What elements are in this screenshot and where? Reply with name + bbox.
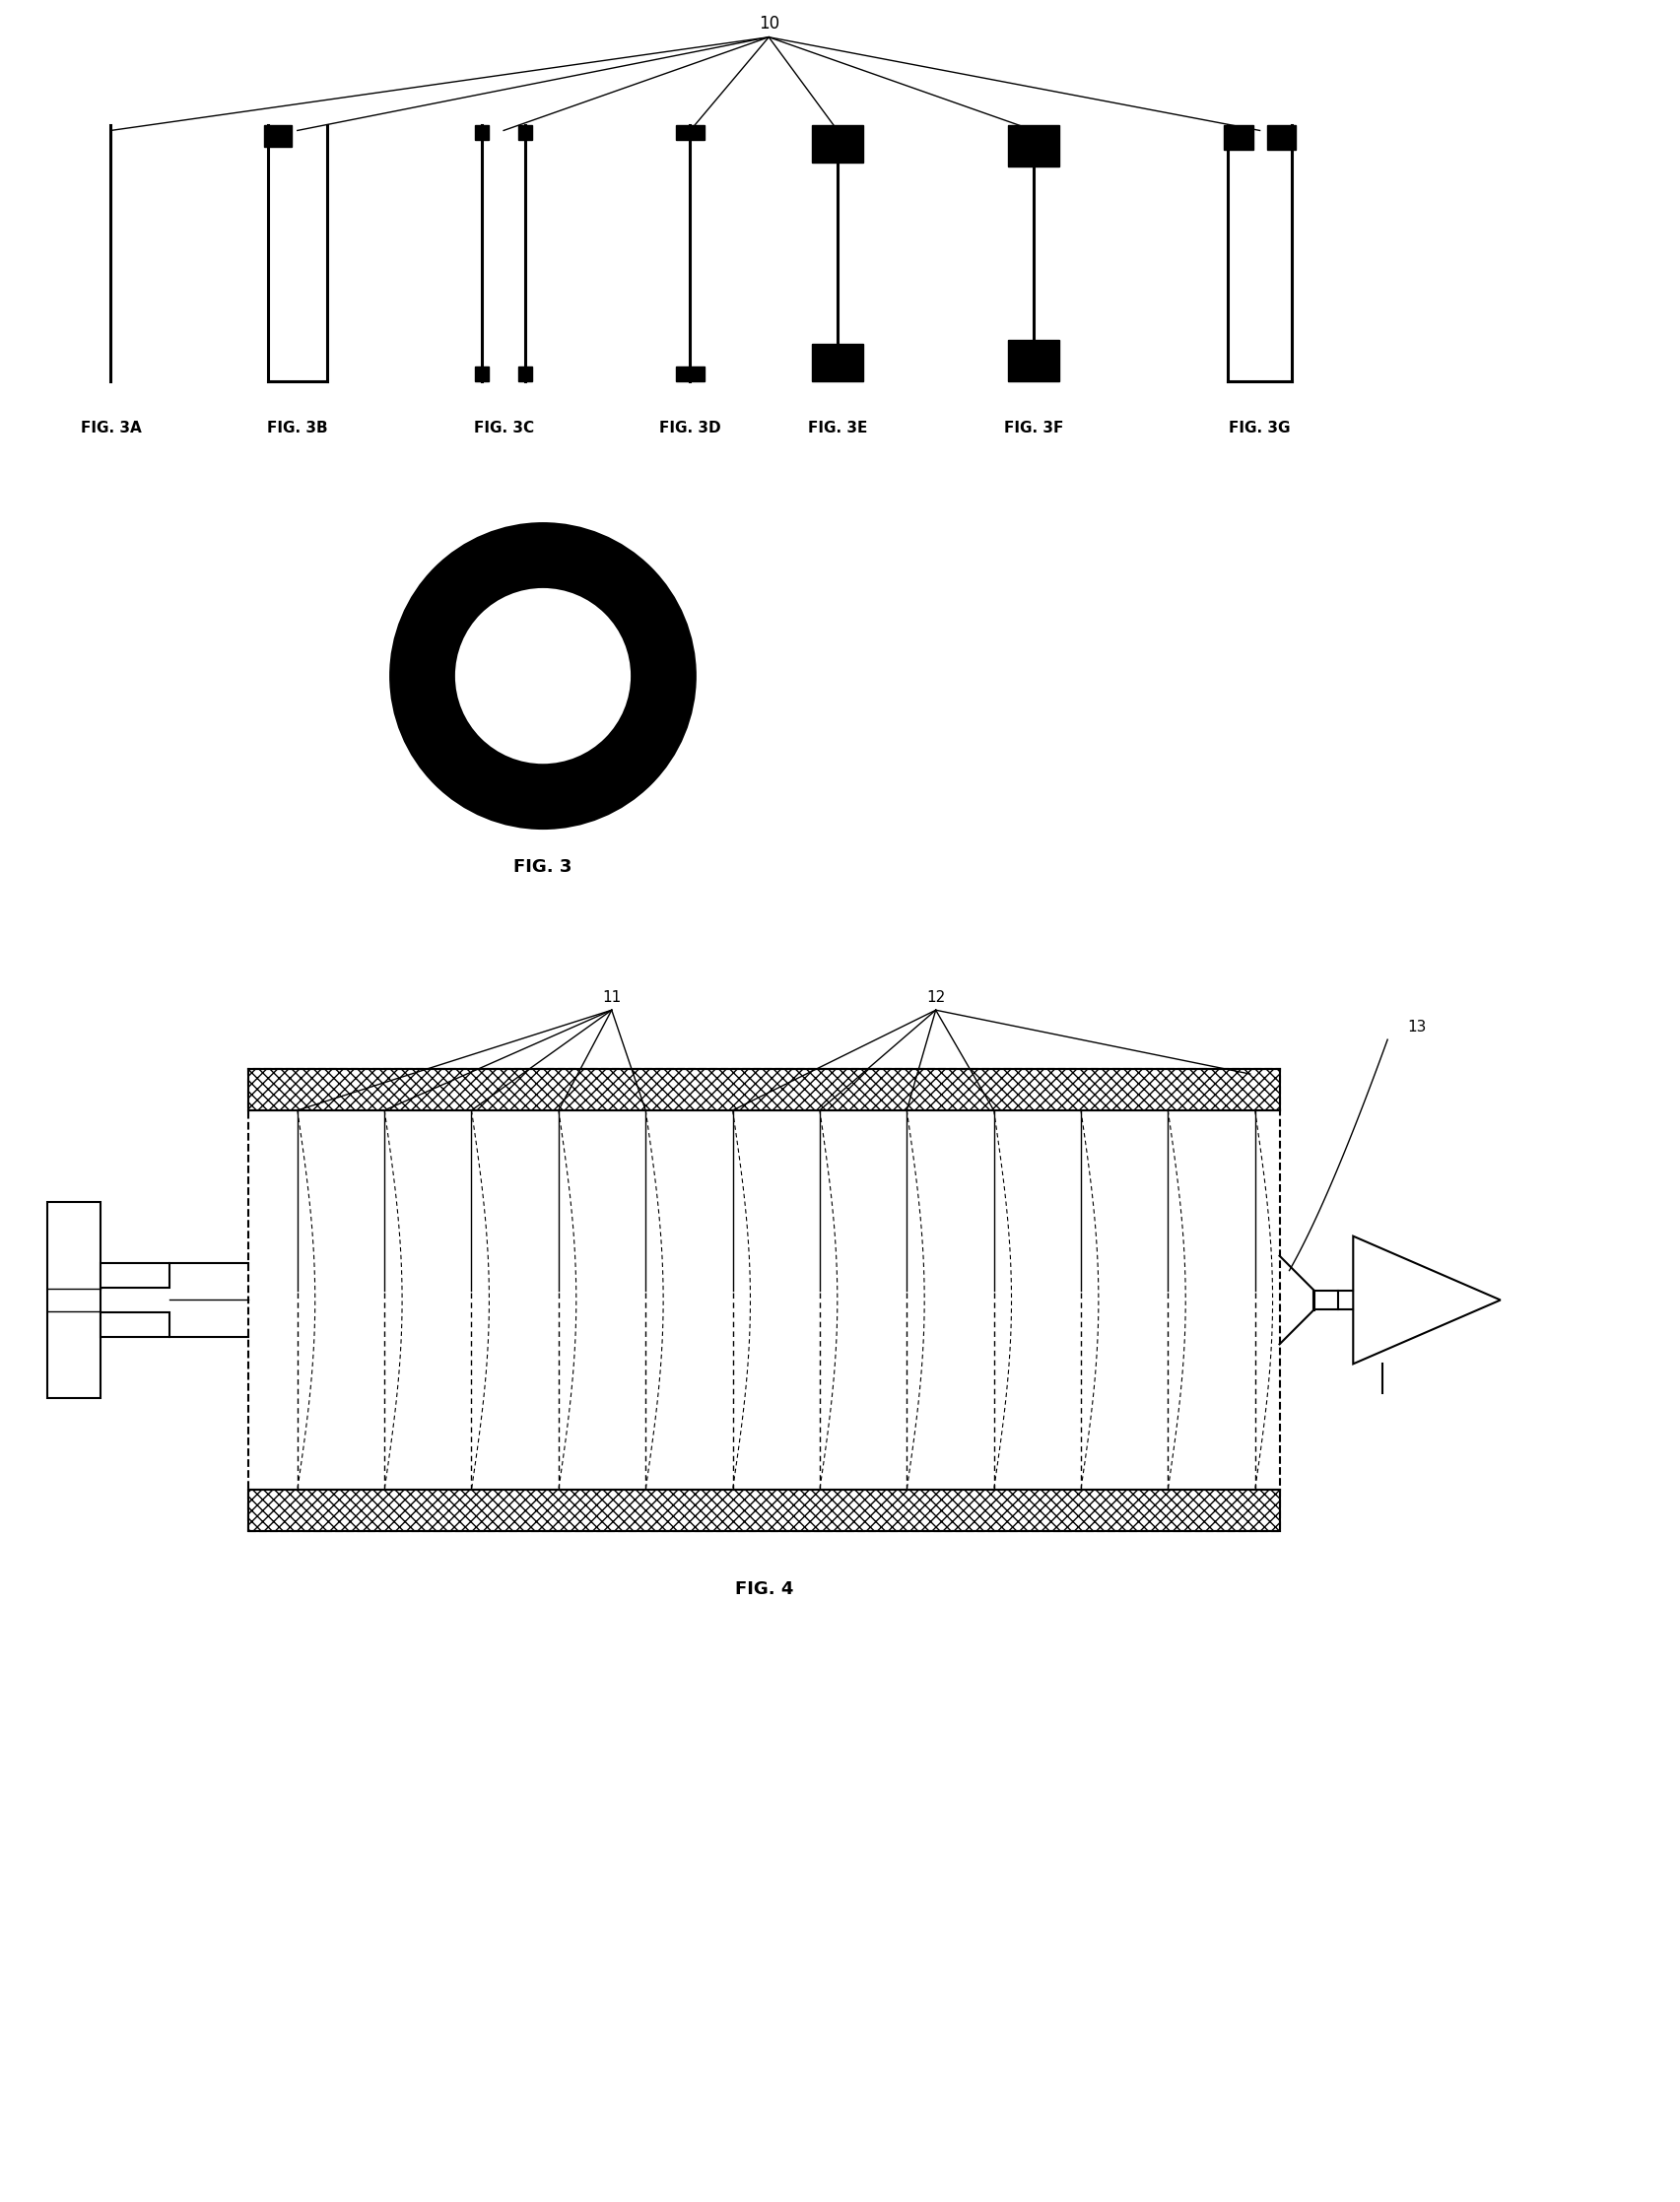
Bar <box>675 126 706 141</box>
Bar <box>249 1068 1280 1110</box>
Text: FIG. 3B: FIG. 3B <box>267 421 328 436</box>
Bar <box>811 344 864 381</box>
Circle shape <box>457 590 630 762</box>
Bar <box>249 1068 1280 1530</box>
Bar <box>675 366 706 381</box>
Text: FIG. 3D: FIG. 3D <box>659 421 721 436</box>
Text: FIG. 3G: FIG. 3G <box>1230 421 1290 436</box>
Circle shape <box>391 524 696 828</box>
Bar <box>101 1264 170 1288</box>
Text: FIG. 3F: FIG. 3F <box>1005 421 1063 436</box>
Bar <box>1314 1290 1339 1310</box>
Text: 10: 10 <box>758 15 780 33</box>
Bar <box>519 366 533 381</box>
Text: 13: 13 <box>1408 1020 1426 1035</box>
Bar <box>811 126 864 163</box>
Bar <box>1008 339 1060 381</box>
Bar <box>475 126 489 141</box>
Text: FIG. 3C: FIG. 3C <box>474 421 534 436</box>
Bar <box>264 126 291 148</box>
Bar <box>519 126 533 141</box>
Bar <box>475 366 489 381</box>
Text: FIG. 3E: FIG. 3E <box>808 421 867 436</box>
Bar <box>47 1202 101 1398</box>
Bar <box>249 1491 1280 1530</box>
Polygon shape <box>1352 1235 1500 1363</box>
Bar <box>1267 126 1297 150</box>
Text: 12: 12 <box>926 991 946 1004</box>
Bar <box>101 1312 170 1337</box>
Text: FIG. 4: FIG. 4 <box>734 1581 793 1599</box>
Text: 11: 11 <box>601 991 622 1004</box>
Text: FIG. 3: FIG. 3 <box>514 859 573 876</box>
Text: FIG. 3A: FIG. 3A <box>81 421 141 436</box>
Bar <box>1223 126 1253 150</box>
Bar <box>1008 126 1060 167</box>
